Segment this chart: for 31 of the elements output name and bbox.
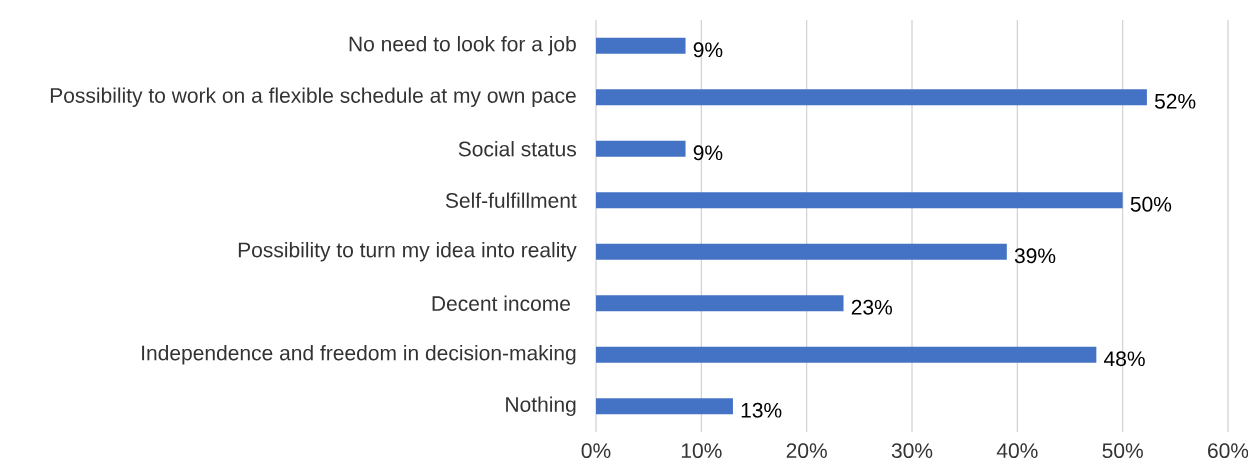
y-tick-label: Possibility to work on a flexible schedule at my own pace (50, 87, 576, 108)
y-tick-label: Independence and freedom in decision-making (142, 344, 576, 365)
bar (596, 140, 686, 157)
data-label: 9% (693, 42, 723, 58)
data-label: 13% (741, 402, 782, 418)
y-tick-label: Nothing (506, 396, 576, 417)
data-label: 23% (851, 299, 893, 315)
x-tick-label: 50% (1102, 443, 1143, 459)
y-tick-label: No need to look for a job (349, 35, 576, 56)
x-tick-label: 10% (681, 443, 722, 459)
data-label: 39% (1014, 248, 1056, 264)
x-tick-label: 30% (891, 443, 933, 459)
data-label: 9% (693, 145, 723, 161)
bar (596, 37, 686, 54)
data-label: 52% (1154, 93, 1196, 109)
x-tick-label: 0% (581, 443, 611, 459)
y-tick-label: Self-fulfillment (445, 192, 577, 208)
data-label: 48% (1104, 351, 1145, 367)
data-label: 50% (1130, 196, 1172, 212)
bar (596, 89, 1147, 106)
x-tick-label: 20% (786, 443, 827, 459)
y-tick-label: Decent income (432, 295, 570, 311)
bar (596, 398, 733, 415)
bar (596, 192, 1123, 209)
bar (596, 295, 844, 312)
x-tick-label: 60% (1208, 443, 1248, 459)
y-tick-label: Social status (458, 141, 577, 157)
x-tick-label: 40% (996, 443, 1038, 459)
bar (596, 346, 1097, 363)
y-tick-label: Possibility to turn my idea into reality (238, 241, 577, 262)
bar (596, 243, 1007, 260)
